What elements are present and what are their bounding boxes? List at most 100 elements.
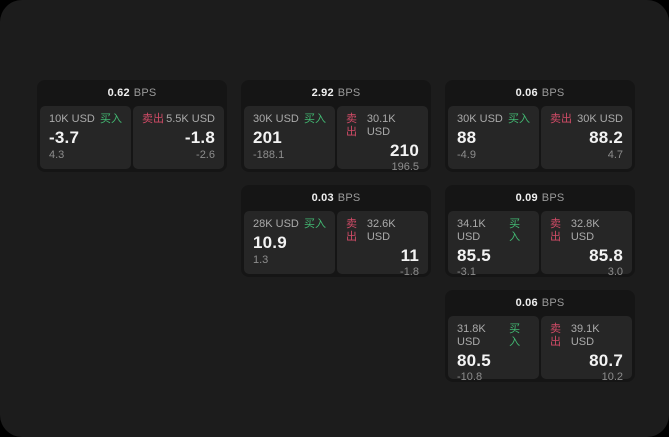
buy-sell-panels: 30K USD 买入 201 -188.1 卖出 30.1K USD 210 1…: [244, 106, 428, 173]
buy-side-label: 买入: [509, 323, 521, 348]
buy-price: 80.5: [457, 351, 491, 370]
sell-panel-top-row: 卖出 39.1K USD: [550, 323, 623, 349]
buy-panel[interactable]: 31.8K USD 买入 80.5 -10.8: [448, 316, 539, 383]
bps-header: 0.09 BPS: [448, 185, 632, 211]
buy-panel[interactable]: 10K USD 买入 -3.7 4.3: [40, 106, 131, 169]
sell-side-label: 卖出: [142, 113, 164, 125]
sell-panel-top-row: 卖出 32.6K USD: [346, 218, 419, 244]
buy-sell-panels: 34.1K USD 买入 85.5 -3.1 卖出 32.8K USD 85.8…: [448, 211, 632, 278]
bps-header: 2.92 BPS: [244, 80, 428, 106]
bps-value: 0.09: [515, 192, 538, 204]
quote-card-grid: 0.62 BPS 10K USD 买入 -3.7 4.3 卖出 5.5K USD: [37, 80, 635, 383]
sell-panel-top-row: 卖出 32.8K USD: [550, 218, 623, 244]
buy-price: 10.9: [253, 233, 287, 252]
sell-delta: 4.7: [607, 149, 623, 161]
bps-value: 0.03: [311, 192, 334, 204]
sell-price: 210: [390, 141, 419, 160]
buy-side-label: 买入: [100, 113, 122, 125]
buy-delta: 4.3: [49, 149, 65, 161]
bps-unit-label: BPS: [133, 87, 157, 99]
buy-price: -3.7: [49, 128, 80, 147]
sell-price: 80.7: [589, 351, 623, 370]
bps-header: 0.62 BPS: [40, 80, 224, 106]
buy-side-label: 买入: [304, 113, 326, 125]
buy-sell-panels: 30K USD 买入 88 -4.9 卖出 30K USD 88.2 4.7: [448, 106, 632, 169]
bps-header: 0.06 BPS: [448, 290, 632, 316]
sell-notional: 30K USD: [577, 113, 623, 125]
sell-panel[interactable]: 卖出 32.8K USD 85.8 3.0: [541, 211, 632, 278]
sell-delta: 10.2: [601, 371, 623, 383]
bps-value: 0.06: [515, 297, 538, 309]
buy-notional: 34.1K USD: [457, 218, 486, 243]
buy-delta: -4.9: [457, 149, 476, 161]
sell-panel[interactable]: 卖出 39.1K USD 80.7 10.2: [541, 316, 632, 383]
buy-delta: -10.8: [457, 371, 483, 383]
buy-sell-panels: 31.8K USD 买入 80.5 -10.8 卖出 39.1K USD 80.…: [448, 316, 632, 383]
sell-side-label: 卖出: [550, 218, 561, 243]
bps-value: 2.92: [311, 87, 334, 99]
sell-panel[interactable]: 卖出 30.1K USD 210 196.5: [337, 106, 428, 173]
quote-card-6: 0.06 BPS 31.8K USD 买入 80.5 -10.8 卖出 39.1…: [445, 290, 635, 383]
buy-delta: -3.1: [457, 266, 476, 278]
sell-delta: 3.0: [607, 266, 623, 278]
sell-panel-top-row: 卖出 30K USD: [550, 113, 623, 126]
sell-notional: 32.8K USD: [570, 218, 600, 243]
buy-panel[interactable]: 30K USD 买入 201 -188.1: [244, 106, 335, 169]
sell-notional: 32.6K USD: [366, 218, 396, 243]
buy-sell-panels: 28K USD 买入 10.9 1.3 卖出 32.6K USD 11 -1.8: [244, 211, 428, 278]
bps-unit-label: BPS: [541, 297, 565, 309]
buy-price: 201: [253, 128, 282, 147]
sell-notional: 5.5K USD: [166, 113, 215, 125]
quote-card-3: 0.06 BPS 30K USD 买入 88 -4.9 卖出 30K USD: [445, 80, 635, 172]
sell-panel[interactable]: 卖出 5.5K USD -1.8 -2.6: [133, 106, 224, 169]
sell-delta: -1.8: [400, 266, 419, 278]
bps-unit-label: BPS: [541, 192, 565, 204]
buy-panel-top-row: 30K USD 买入: [457, 113, 530, 126]
sell-panel-top-row: 卖出 30.1K USD: [346, 113, 419, 139]
buy-delta: -188.1: [253, 149, 285, 161]
quote-card-5: 0.09 BPS 34.1K USD 买入 85.5 -3.1 卖出 32.8K…: [445, 185, 635, 278]
quote-card-2: 2.92 BPS 30K USD 买入 201 -188.1 卖出 30.1K …: [241, 80, 431, 173]
bps-header: 0.06 BPS: [448, 80, 632, 106]
buy-panel[interactable]: 28K USD 买入 10.9 1.3: [244, 211, 335, 274]
sell-price: 11: [400, 246, 419, 265]
buy-panel-top-row: 10K USD 买入: [49, 113, 122, 126]
sell-delta: 196.5: [391, 161, 419, 173]
buy-panel-top-row: 28K USD 买入: [253, 218, 326, 231]
sell-panel-top-row: 卖出 5.5K USD: [142, 113, 215, 126]
sell-notional: 30.1K USD: [366, 113, 396, 138]
buy-panel-top-row: 31.8K USD 买入: [457, 323, 530, 349]
buy-notional: 30K USD: [253, 113, 299, 125]
sell-side-label: 卖出: [550, 323, 561, 348]
buy-panel-top-row: 30K USD 买入: [253, 113, 326, 126]
buy-panel[interactable]: 34.1K USD 买入 85.5 -3.1: [448, 211, 539, 278]
buy-delta: 1.3: [253, 254, 269, 266]
quote-card-1: 0.62 BPS 10K USD 买入 -3.7 4.3 卖出 5.5K USD: [37, 80, 227, 172]
sell-side-label: 卖出: [550, 113, 572, 125]
sell-panel[interactable]: 卖出 32.6K USD 11 -1.8: [337, 211, 428, 278]
sell-price: -1.8: [184, 128, 215, 147]
sell-panel[interactable]: 卖出 30K USD 88.2 4.7: [541, 106, 632, 169]
bps-header: 0.03 BPS: [244, 185, 428, 211]
buy-panel[interactable]: 30K USD 买入 88 -4.9: [448, 106, 539, 169]
buy-notional: 28K USD: [253, 218, 299, 230]
buy-side-label: 买入: [304, 218, 326, 230]
bps-value: 0.06: [515, 87, 538, 99]
sell-notional: 39.1K USD: [570, 323, 600, 348]
bps-unit-label: BPS: [337, 192, 361, 204]
buy-notional: 10K USD: [49, 113, 95, 125]
sell-side-label: 卖出: [346, 218, 357, 243]
bps-value: 0.62: [107, 87, 130, 99]
quote-card-4: 0.03 BPS 28K USD 买入 10.9 1.3 卖出 32.6K US…: [241, 185, 431, 278]
buy-notional: 31.8K USD: [457, 323, 486, 348]
sell-delta: -2.6: [196, 149, 215, 161]
buy-sell-panels: 10K USD 买入 -3.7 4.3 卖出 5.5K USD -1.8 -2.…: [40, 106, 224, 169]
buy-side-label: 买入: [508, 113, 530, 125]
buy-price: 88: [457, 128, 477, 147]
buy-side-label: 买入: [509, 218, 521, 243]
sell-price: 88.2: [589, 128, 623, 147]
bps-unit-label: BPS: [541, 87, 565, 99]
sell-side-label: 卖出: [346, 113, 357, 138]
bps-unit-label: BPS: [337, 87, 361, 99]
